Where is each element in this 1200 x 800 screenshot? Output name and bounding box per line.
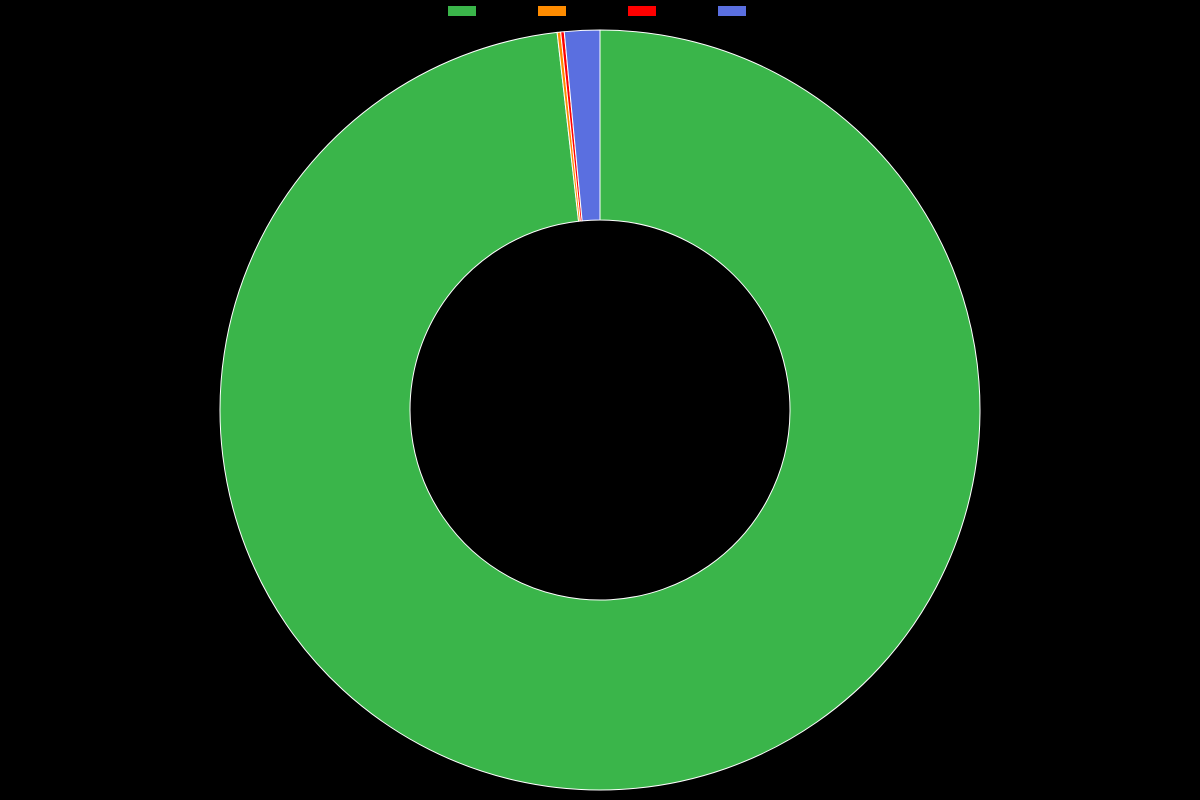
legend-item [628,6,662,16]
legend-swatch [448,6,476,16]
legend-swatch [538,6,566,16]
legend-item [718,6,752,16]
legend-swatch [718,6,746,16]
legend-swatch [628,6,656,16]
legend-item [538,6,572,16]
legend [0,6,1200,16]
chart-stage [0,0,1200,800]
donut-chart [0,0,1200,800]
legend-item [448,6,482,16]
